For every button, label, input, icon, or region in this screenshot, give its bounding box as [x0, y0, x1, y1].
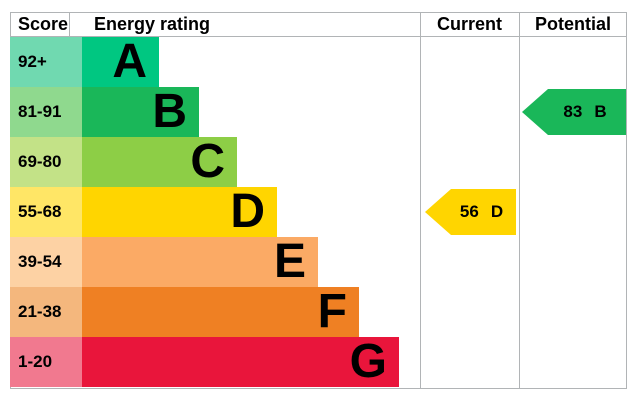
band-bar-e: E	[82, 237, 318, 287]
score-column-divider	[69, 12, 70, 37]
potential-column-divider	[519, 12, 520, 389]
band-letter: E	[273, 235, 306, 288]
band-row-f: 21-38 F	[10, 287, 627, 337]
band-score-range: 21-38	[10, 287, 82, 337]
band-letter: D	[230, 185, 265, 238]
band-bar-d: D	[82, 187, 277, 237]
band-row-c: 69-80 C	[10, 137, 627, 187]
potential-rating-letter: B	[594, 102, 607, 121]
column-header-potential: Potential	[534, 14, 611, 34]
band-row-g: 1-20 G	[10, 337, 627, 387]
band-rows: 92+ A 81-91 B 69-80 C 55-68 D 39-54 E 21-38 F 1-20 G	[10, 37, 627, 387]
current-rating-value: 56	[459, 202, 479, 221]
band-letter: A	[112, 35, 147, 88]
band-row-a: 92+ A	[10, 37, 627, 87]
column-header-score: Score	[18, 14, 69, 34]
current-rating-letter: D	[490, 202, 504, 221]
band-score-range: 92+	[10, 37, 82, 87]
band-score-range: 55-68	[10, 187, 82, 237]
band-score-range: 1-20	[10, 337, 82, 387]
band-bar-a: A	[82, 37, 159, 87]
band-letter: C	[190, 135, 225, 188]
band-row-e: 39-54 E	[10, 237, 627, 287]
band-row-d: 55-68 D	[10, 187, 627, 237]
band-row-b: 81-91 B	[10, 87, 627, 137]
band-score-range: 69-80	[10, 137, 82, 187]
band-letter: F	[317, 285, 347, 338]
band-score-range: 39-54	[10, 237, 82, 287]
band-bar-g: G	[82, 337, 399, 387]
band-letter: B	[152, 85, 187, 138]
band-bar-c: C	[82, 137, 237, 187]
header-underline	[10, 36, 627, 37]
current-column-divider	[420, 12, 421, 389]
band-bar-b: B	[82, 87, 199, 137]
band-bar-f: F	[82, 287, 359, 337]
band-letter: G	[349, 335, 387, 388]
band-score-range: 81-91	[10, 87, 82, 137]
potential-rating-value: 83	[563, 102, 583, 121]
column-header-energy-rating: Energy rating	[94, 14, 211, 34]
column-header-current: Current	[436, 14, 502, 34]
